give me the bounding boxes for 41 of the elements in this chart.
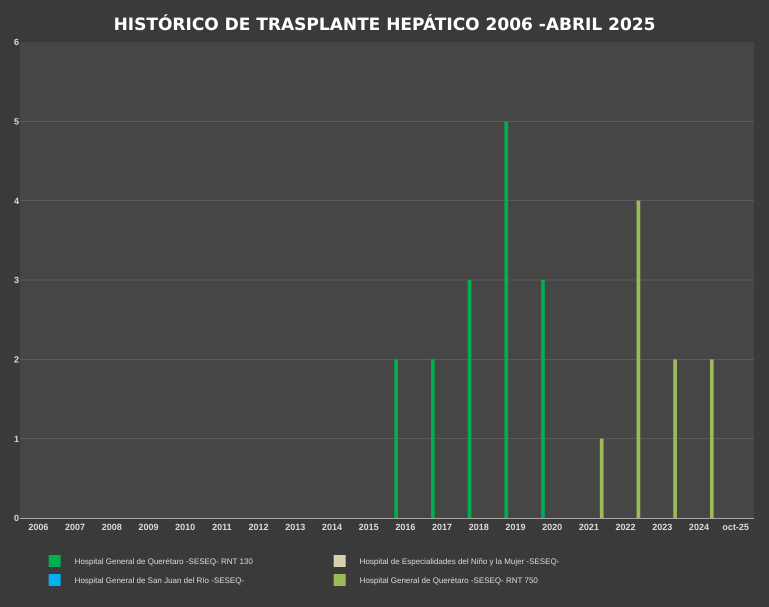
x-tick-label: 2022 bbox=[616, 522, 636, 532]
legend-label: Hospital de Especialidades del Niño y la Mujer -SESEQ- bbox=[360, 557, 560, 566]
legend-label: Hospital General de San Juan del Río -SESEQ- bbox=[74, 576, 244, 586]
bar bbox=[673, 359, 677, 518]
x-tick-label: 2014 bbox=[322, 522, 342, 532]
x-tick-label: 2009 bbox=[138, 522, 158, 532]
x-tick-label: 2012 bbox=[248, 522, 269, 532]
x-tick-label: 2020 bbox=[542, 522, 562, 532]
bar bbox=[468, 280, 472, 518]
x-tick-label: 2017 bbox=[432, 522, 452, 532]
x-tick-label: 2016 bbox=[395, 522, 416, 532]
x-tick-label: 2023 bbox=[652, 522, 672, 532]
x-tick-label: 2024 bbox=[688, 522, 709, 532]
x-tick-label: 2010 bbox=[175, 522, 196, 532]
y-tick-label: 1 bbox=[14, 434, 19, 444]
bar bbox=[394, 359, 398, 518]
bar bbox=[504, 121, 508, 518]
x-tick-label: 2015 bbox=[358, 522, 379, 532]
y-tick-label: 2 bbox=[14, 354, 19, 364]
bar bbox=[600, 438, 604, 518]
chart-title: HISTÓRICO DE TRASPLANTE HEPÁTICO 2006 -ABRIL 2025 bbox=[114, 14, 656, 36]
legend-label: Hospital General de Querétaro -SESEQ- RNT 130 bbox=[74, 557, 254, 566]
x-tick-label: 2018 bbox=[468, 522, 489, 532]
y-tick-label: 0 bbox=[14, 513, 19, 524]
x-tick-label: 2013 bbox=[285, 522, 306, 532]
bar bbox=[431, 359, 435, 518]
bar bbox=[636, 200, 640, 518]
y-tick-label: 4 bbox=[14, 196, 19, 206]
y-tick-label: 3 bbox=[14, 275, 19, 286]
bar bbox=[710, 359, 714, 518]
legend-label: Hospital General de Querétaro -SESEQ- RNT 750 bbox=[360, 576, 538, 586]
x-tick-label: 2007 bbox=[65, 522, 86, 532]
x-tick-label: 2019 bbox=[505, 522, 526, 532]
x-tick-label: 2011 bbox=[212, 522, 232, 532]
x-tick-label: 2021 bbox=[578, 522, 599, 532]
y-tick-label: 6 bbox=[14, 37, 19, 48]
x-tick-label: 2006 bbox=[28, 522, 48, 532]
x-tick-label: 2008 bbox=[102, 522, 122, 532]
x-tick-label: oct-25 bbox=[722, 522, 749, 532]
y-tick-label: 5 bbox=[14, 116, 19, 126]
bar bbox=[541, 280, 545, 518]
